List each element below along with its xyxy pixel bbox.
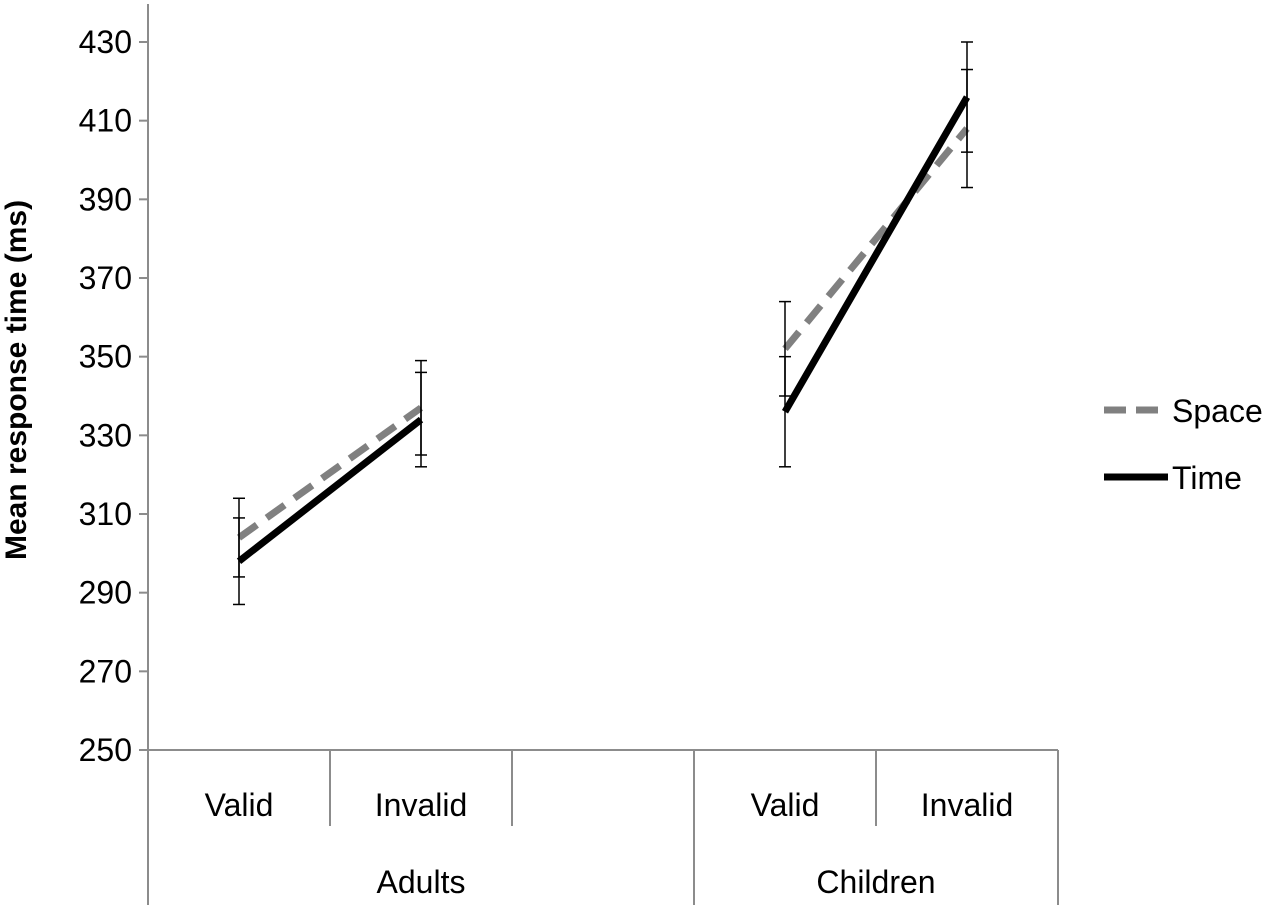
y-tick-label: 290 xyxy=(79,575,132,611)
x-category-label: Valid xyxy=(205,787,274,823)
legend-label-time: Time xyxy=(1172,460,1242,496)
series-line-time xyxy=(781,95,971,414)
x-group-label: Adults xyxy=(377,864,466,900)
y-tick-label: 330 xyxy=(79,417,132,453)
series-line-space xyxy=(782,126,970,352)
x-category-label: Invalid xyxy=(921,787,1014,823)
legend-label-space: Space xyxy=(1172,393,1263,429)
y-tick-label: 310 xyxy=(79,496,132,532)
y-tick-label: 250 xyxy=(79,732,132,768)
y-axis-label: Mean response time (ms) xyxy=(0,200,33,560)
y-axis-ticks: 250 270 290 310 330 350 370 390 410 430 xyxy=(79,24,148,768)
series-layer xyxy=(233,41,973,606)
y-tick-label: 410 xyxy=(79,103,132,139)
y-tick-label: 350 xyxy=(79,339,132,375)
x-axis-categories: Valid Invalid Adults Valid Invalid Children xyxy=(205,750,1059,905)
y-tick-label: 390 xyxy=(79,181,132,217)
series-line-time xyxy=(236,416,424,564)
x-category-label: Valid xyxy=(751,787,820,823)
x-category-label: Invalid xyxy=(375,787,468,823)
legend: Space Time xyxy=(1104,393,1263,496)
axes xyxy=(147,4,1058,905)
y-tick-label: 370 xyxy=(79,260,132,296)
y-tick-label: 430 xyxy=(79,24,132,60)
x-group-label: Children xyxy=(816,864,935,900)
y-tick-label: 270 xyxy=(79,653,132,689)
series-line-space xyxy=(236,404,424,541)
